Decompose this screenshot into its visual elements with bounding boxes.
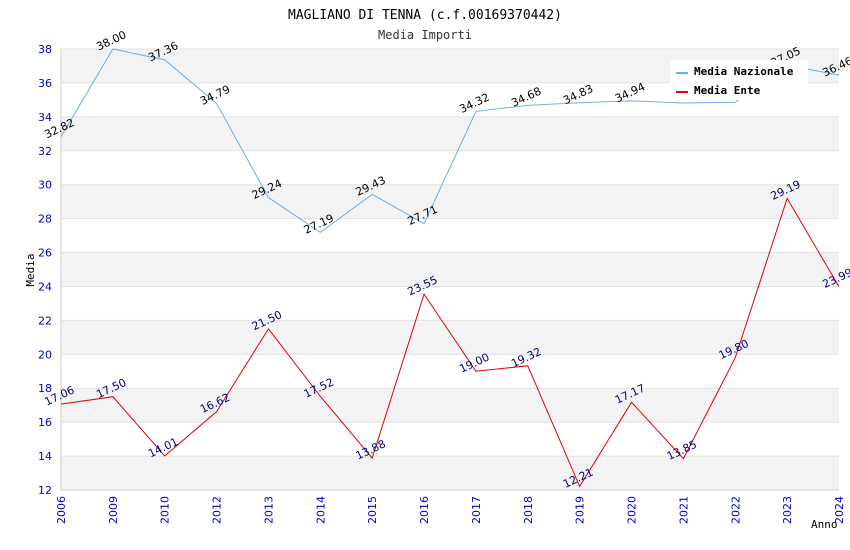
x-tick-label: 2006	[55, 496, 68, 524]
series-line-media-nazionale	[60, 48, 840, 233]
grid-band	[61, 388, 839, 423]
x-axis-label: Anno	[811, 518, 838, 531]
axes	[60, 49, 839, 491]
grid-bands	[61, 48, 839, 491]
grid-band	[61, 184, 839, 219]
y-tick-labels: 12 14 16 18 20 22 24 26 28 30 32 34 36 38	[38, 43, 52, 497]
x-tick-label: 2020	[626, 496, 639, 524]
y-tick-label: 22	[38, 314, 52, 327]
x-tick-label: 2021	[677, 496, 690, 524]
y-tick-label: 34	[38, 111, 52, 124]
y-tick-label: 24	[38, 280, 52, 293]
x-tick-label: 2010	[159, 496, 172, 524]
y-tick-label: 38	[38, 43, 52, 56]
x-tick-label: 2016	[418, 496, 431, 524]
x-tick-label: 2013	[262, 496, 275, 524]
x-tick-label: 2022	[729, 496, 742, 524]
x-tick-label: 2023	[781, 496, 794, 524]
y-axis-label: Media	[24, 253, 37, 286]
data-label-media-nazionale: 34.83	[561, 82, 595, 107]
chart-subtitle: Media Importi	[378, 28, 472, 42]
x-tick-label: 2019	[574, 496, 587, 524]
y-tick-label: 32	[38, 145, 52, 158]
series-line-media-ente	[60, 197, 840, 488]
x-tick-labels: 2006 2009 2010 2012 2013 2014 2015 2016 2017 2018…	[55, 496, 846, 524]
x-tick-label: 2017	[470, 496, 483, 524]
grid-band	[61, 320, 839, 355]
y-tick-label: 20	[38, 348, 52, 361]
chart-title: MAGLIANO DI TENNA (c.f.00169370442)	[288, 8, 562, 23]
x-tick-label: 2024	[833, 496, 846, 524]
y-tick-label: 26	[38, 247, 52, 260]
y-tick-label: 16	[38, 416, 52, 429]
legend-label-media-ente: Media Ente	[694, 84, 761, 97]
legend: Media Nazionale Media Ente	[670, 60, 808, 100]
y-tick-label: 14	[38, 450, 52, 463]
data-label-media-nazionale: 34.32	[457, 91, 491, 116]
x-tick-label: 2014	[314, 496, 327, 524]
grid-band	[61, 116, 839, 151]
y-tick-label: 28	[38, 213, 52, 226]
series-lines	[60, 48, 840, 488]
x-tick-label: 2009	[107, 496, 120, 524]
grid-band	[61, 456, 839, 490]
x-tick-label: 2015	[366, 496, 379, 524]
x-tick-label: 2012	[211, 496, 224, 524]
x-tick-label: 2018	[522, 496, 535, 524]
grid-band	[61, 252, 839, 287]
data-label-media-nazionale: 34.79	[198, 83, 232, 108]
legend-label-media-nazionale: Media Nazionale	[694, 65, 794, 78]
y-tick-label: 18	[38, 382, 52, 395]
legend-box	[670, 60, 808, 100]
y-tick-label: 36	[38, 77, 52, 90]
y-tick-label: 12	[38, 484, 52, 497]
y-tick-label: 30	[38, 179, 52, 192]
